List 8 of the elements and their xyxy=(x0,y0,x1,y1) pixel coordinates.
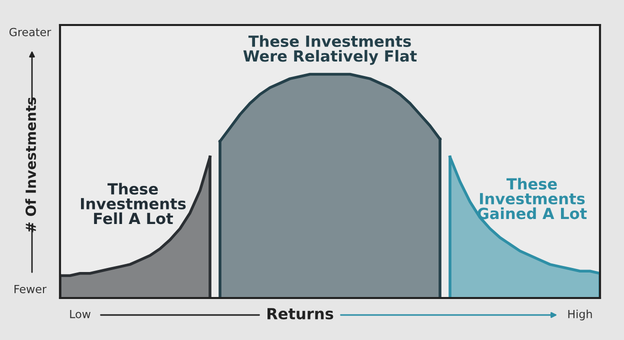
x-axis-title: Returns xyxy=(268,308,334,320)
text: These Investments Were Relatively Flat xyxy=(243,35,417,65)
text: Fewer xyxy=(14,284,47,294)
annotation: These Investments Gained A Lot xyxy=(478,178,587,220)
text: High xyxy=(568,310,592,320)
annotation: These Investments Fell A Lot xyxy=(80,182,186,224)
text: Greater xyxy=(9,28,52,36)
text: Low xyxy=(70,310,90,318)
